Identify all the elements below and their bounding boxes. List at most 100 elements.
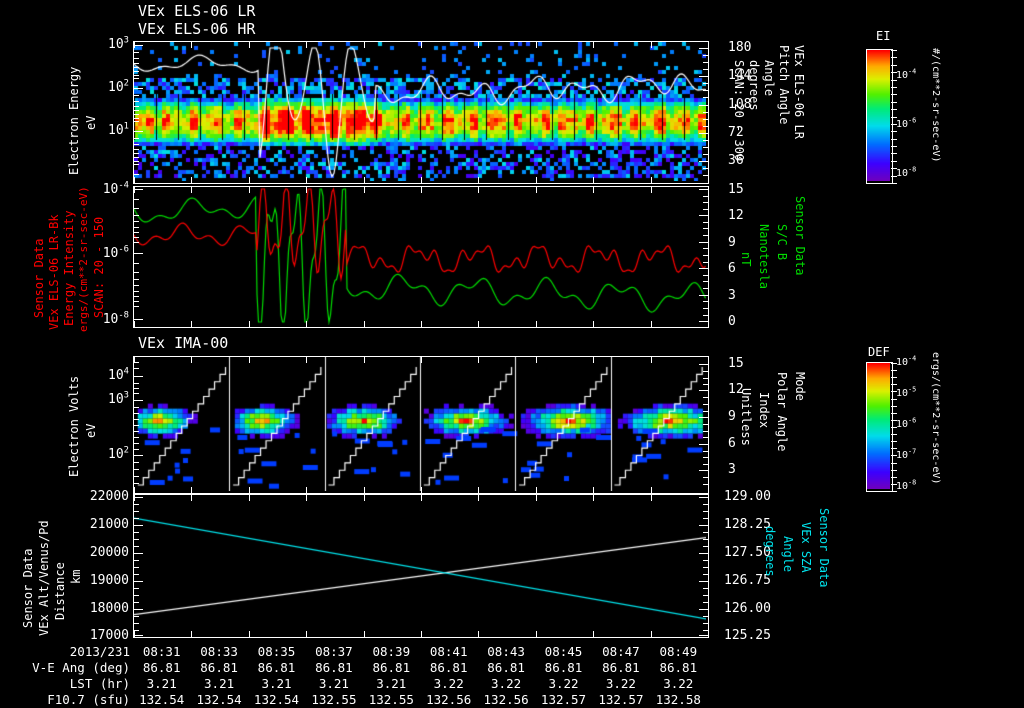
axis-tick [134,88,143,89]
axis-tick [699,133,708,134]
table-cell: 3.22 [548,676,579,691]
tick-label: 129.00 [724,488,771,504]
axis-tick-minor [703,623,708,624]
panel1-title-hr: VEx ELS-06 HR [138,20,256,38]
table-cell: 86.81 [257,660,296,675]
panel1-right-axis-label-2: VEx ELS-06 LR [792,45,806,139]
colorbar-tick [891,455,897,456]
panel4-right-axis-label-4: degrees [763,526,777,577]
panel2-left-axis-label-5: SCAN: 20 - 150 [92,216,106,318]
axis-tick-x [593,495,594,501]
axis-tick-minor [134,63,139,64]
colorbar-tick [891,146,897,147]
colorbar-tick [891,57,897,58]
axis-tick-minor [703,147,708,148]
axis-tick-minor [134,153,139,154]
axis-tick-x [593,177,594,183]
axis-tick-minor [703,55,708,56]
colorbar-tick [891,87,897,88]
axis-tick [134,400,143,401]
colorbar-tick [891,94,897,95]
colorbar-ei-title: EI [876,29,891,43]
axis-tick-x [536,177,537,183]
axis-tick-minor [703,83,708,84]
axis-tick-minor [134,75,139,76]
axis-tick-minor [134,58,139,59]
table-cell: 3.22 [663,676,694,691]
tick-label: 102 [108,445,129,462]
axis-tick [699,470,708,471]
axis-tick-minor [703,560,708,561]
axis-tick [699,390,708,391]
axis-tick-x [478,177,479,183]
axis-tick-minor [134,121,139,122]
axis-tick-x [708,495,709,501]
tick-label: 103 [108,390,129,407]
axis-tick-x [249,495,250,501]
axis-tick-minor [134,272,139,273]
panel1-title-lr: VEx ELS-06 LR [138,2,256,20]
axis-tick [134,253,143,254]
axis-tick-minor [134,296,139,297]
tick-label: 10-6 [896,416,917,430]
tick-label: 9 [728,408,736,424]
panel3-right-axis-label-4: Unitless [739,388,753,446]
table-cell: 132.56 [426,692,472,707]
axis-tick-minor [703,404,708,405]
axis-tick-minor [134,215,139,216]
table-cell: 08:35 [257,644,296,659]
axis-tick-x [191,495,192,501]
axis-tick-x [478,321,479,327]
axis-tick-minor [703,431,708,432]
colorbar-def-title: DEF [868,345,890,359]
panel2-right-axis-label-3: Nanotesla [757,224,771,290]
axis-tick-minor [703,62,708,63]
axis-tick-minor [703,255,708,256]
colorbar-tick [891,102,897,103]
table-cell: 08:31 [142,644,181,659]
axis-tick [699,444,708,445]
axis-tick-x [134,357,135,363]
tick-label: 72 [728,124,744,140]
axis-tick-x [191,177,192,183]
axis-tick [134,553,143,554]
axis-tick-minor [134,164,139,165]
axis-tick [699,242,708,243]
axis-tick-x [306,177,307,183]
axis-tick-minor [134,144,139,145]
axis-tick-x [134,495,135,501]
axis-tick [699,295,708,296]
axis-tick-x [708,187,709,193]
axis-tick-minor [134,574,139,575]
axis-tick-minor [134,539,139,540]
panel1-right-axis-label-3: Angle [762,60,776,97]
axis-tick-x [134,42,135,48]
axis-tick-x [593,357,594,363]
colorbar-ei-gradient [867,50,890,181]
table-cell: 132.57 [540,692,587,707]
axis-tick-minor [134,476,139,477]
axis-tick-minor [703,546,708,547]
colorbar-tick [891,161,897,162]
axis-tick-minor [703,484,708,485]
axis-tick-minor [134,199,139,200]
axis-tick [699,635,708,636]
axis-tick-minor [703,437,708,438]
axis-tick-minor [134,595,139,596]
colorbar-def [866,362,897,492]
tick-label: 12 [728,381,744,397]
table-row-label: LST (hr) [69,676,130,691]
table-cell: 08:49 [659,644,698,659]
axis-tick-x [421,357,422,363]
axis-tick-minor [703,202,708,203]
axis-tick-x [421,631,422,637]
axis-tick-x [536,357,537,363]
axis-tick-x [191,42,192,48]
table-cell: 3.21 [318,676,349,691]
panel2-right-axis-label-2: S/C B [775,224,789,261]
axis-tick-minor [703,315,708,316]
colorbar-tick [891,80,897,81]
colorbar-tick [891,463,897,464]
axis-tick-x [306,631,307,637]
axis-tick-x [593,321,594,327]
